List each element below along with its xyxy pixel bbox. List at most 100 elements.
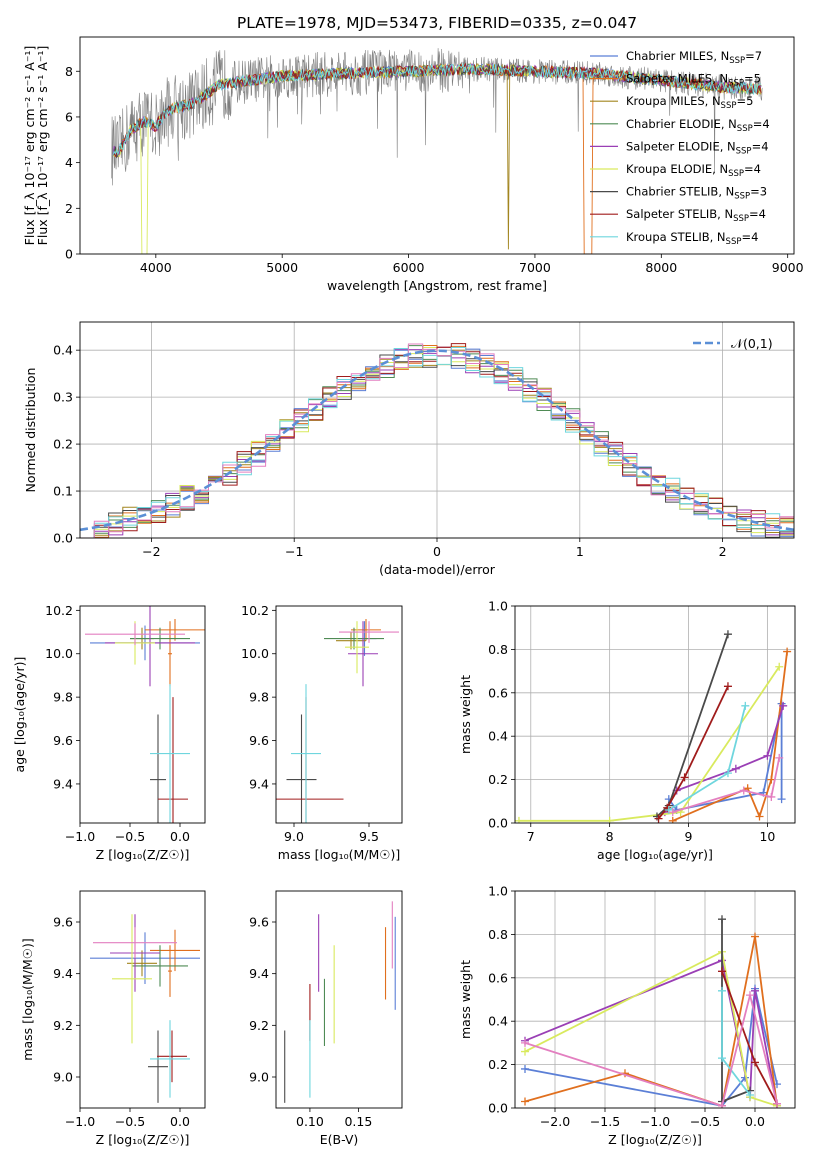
- axes-frame: [79, 36, 795, 255]
- y-axis-label: Flux [f_λ 10⁻¹⁷ erg cm⁻² s⁻¹ A⁻¹]: [35, 46, 50, 246]
- y-axis-label: mass weight: [458, 675, 473, 754]
- y-tick-label: 9.4: [249, 776, 269, 791]
- y-tick-label: 0.4: [53, 343, 73, 358]
- y-axis-label: mass [log₁₀(M/M☉)]: [20, 938, 35, 1060]
- y-tick-label: 0.8: [488, 927, 508, 942]
- x-tick-label: 0.0: [170, 1114, 190, 1129]
- y-axis-label: mass weight: [458, 960, 473, 1039]
- errorbars: [90, 914, 200, 1103]
- y-tick-label: 0.1: [53, 484, 73, 499]
- y-tick-label: 9.8: [53, 690, 73, 705]
- weight-marker: [767, 792, 776, 801]
- y-tick-label: 10.0: [45, 646, 73, 661]
- weight-marker: [654, 814, 663, 823]
- y-tick-label: 9.2: [249, 1018, 269, 1033]
- x-axis-label: mass [log₁₀(M/M☉)]: [278, 847, 400, 862]
- x-tick-label: 9.0: [284, 829, 304, 844]
- weight-series-7: [672, 757, 781, 813]
- y-tick-label: 0.2: [53, 437, 73, 452]
- x-axis-label: Z [log₁₀(Z/Z☉)]: [96, 1132, 190, 1147]
- weight-marker: [515, 816, 523, 823]
- spectrum-panel: 4000 5000 6000 7000 8000 9000 0 2 4 6 8 wavelength …: [22, 36, 804, 293]
- weight-lines: [521, 915, 781, 1108]
- y-tick-label: 8: [65, 64, 73, 79]
- x-tick-label: −1.0: [65, 829, 95, 844]
- y-tick-label: 9.8: [249, 690, 269, 705]
- histogram-8: [80, 347, 794, 538]
- y-axis-label: Normed distribution: [23, 368, 38, 493]
- x-tick-label: −1.5: [590, 1114, 620, 1129]
- x-tick-label: −0.5: [115, 829, 145, 844]
- x-tick-label: 0: [433, 544, 441, 559]
- y-tick-label: 0.6: [488, 685, 508, 700]
- y-tick-label: 0.8: [488, 642, 508, 657]
- weight-marker: [718, 1054, 726, 1063]
- errorbars: [85, 606, 205, 823]
- spectrum-legend: Chabrier MILES, NSSP=7 Salpeter MILES, NS…: [590, 49, 770, 247]
- y-tick-label: 0.2: [488, 772, 508, 787]
- x-tick-label: 8: [606, 829, 614, 844]
- x-tick-label: 9: [685, 829, 693, 844]
- y-tick-label: 9.0: [53, 1070, 73, 1085]
- legend-entry: 𝒩(0,1): [731, 336, 773, 351]
- x-axis-label: age [log₁₀(age/yr)]: [597, 847, 713, 862]
- axes-frame: [514, 605, 796, 824]
- x-tick-label: 9000: [772, 260, 804, 275]
- weight-marker: [751, 1058, 759, 1067]
- weight-marker: [746, 1090, 754, 1099]
- x-axis-label: wavelength [Angstrom, rest frame]: [327, 278, 547, 293]
- age-vs-mass-panel: 9.0 9.5 9.4 9.6 9.8 10.0 10.2 mass [log₁₀(M/M☉)…: [241, 603, 403, 862]
- weight-series-4: [656, 633, 729, 818]
- weight-marker: [718, 967, 726, 976]
- weight-marker: [680, 773, 689, 782]
- legend-entry: Kroupa ELODIE, NSSP=4: [626, 162, 761, 179]
- errorbars: [284, 901, 396, 1103]
- x-tick-label: 6000: [393, 260, 425, 275]
- weight-marker: [751, 932, 759, 941]
- histogram-1: [80, 345, 794, 538]
- legend-entry: Chabrier ELODIE, NSSP=4: [626, 117, 770, 134]
- y-tick-label: 9.4: [53, 966, 73, 981]
- x-tick-label: −2.0: [540, 1114, 570, 1129]
- legend-entry: Chabrier MILES, NSSP=7: [626, 49, 762, 66]
- y-tick-label: 10.0: [241, 646, 269, 661]
- y-tick-label: 0.4: [488, 1014, 508, 1029]
- x-tick-label: 9.5: [359, 829, 379, 844]
- y-tick-label: 10.2: [45, 603, 73, 618]
- y-tick-label: 9.0: [249, 1070, 269, 1085]
- x-tick-label: 7000: [519, 260, 551, 275]
- legend-entry: Chabrier STELIB, NSSP=3: [626, 185, 767, 202]
- y-tick-label: 9.4: [249, 966, 269, 981]
- weight-marker: [773, 1099, 781, 1108]
- residual-histogram-panel: −2 −1 0 1 2 0.0 0.1 0.2 0.3 0.4 (data-model)/error…: [23, 321, 795, 577]
- x-axis-label: E(B-V): [320, 1132, 359, 1147]
- x-tick-label: 5000: [266, 260, 298, 275]
- y-tick-label: 4: [65, 155, 73, 170]
- y-tick-label: 9.6: [249, 733, 269, 748]
- weight-marker: [521, 1097, 529, 1106]
- weight-marker: [755, 812, 764, 821]
- model-spectrum-5: [112, 63, 762, 254]
- y-tick-label: 2: [65, 201, 73, 216]
- weight-marker: [668, 808, 677, 817]
- x-tick-label: 0.15: [344, 1114, 372, 1129]
- weight-lines: [515, 630, 792, 823]
- y-tick-label: 9.2: [53, 1018, 73, 1033]
- axes-frame: [79, 605, 206, 824]
- weight-series-3: [518, 666, 780, 822]
- y-tick-label: 0: [65, 247, 73, 262]
- age-vs-metallicity-panel: −1.0 −0.5 0.0 9.4 9.6 9.8 10.0 10.2 Z [log₁₀(Z/Z…: [12, 603, 206, 862]
- errorbars: [276, 619, 399, 823]
- weight-marker: [783, 647, 792, 656]
- weight-marker: [777, 795, 786, 804]
- weight-marker: [779, 701, 788, 710]
- y-tick-label: 0.0: [53, 531, 73, 546]
- weight-marker: [605, 816, 614, 823]
- weight-marker: [521, 1047, 529, 1056]
- y-tick-label: 1.0: [488, 884, 508, 899]
- y-tick-label: 0.3: [53, 390, 73, 405]
- weight-marker: [718, 986, 726, 995]
- y-tick-label: 10.2: [241, 603, 269, 618]
- x-tick-label: −1.0: [65, 1114, 95, 1129]
